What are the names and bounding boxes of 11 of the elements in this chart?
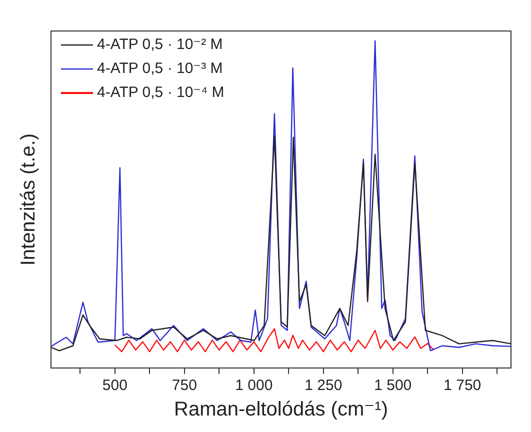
x-tick-label: 1 750: [444, 377, 482, 394]
legend-label: 4-ATP 0,5 · 10⁻² M: [97, 36, 223, 54]
legend-label: 4-ATP 0,5 · 10⁻⁴ M: [97, 84, 224, 102]
x-tick-label: 500: [102, 377, 128, 394]
x-tick-label: 750: [172, 377, 197, 394]
x-tick-label: 1 500: [374, 377, 412, 394]
x-tick-label: 1 250: [304, 377, 342, 394]
legend-label: 4-ATP 0,5 · 10⁻³ M: [97, 60, 223, 78]
y-axis-title: Intenzitás (t.e.): [18, 133, 40, 266]
x-axis-title: Raman-eltolódás (cm⁻¹): [174, 398, 388, 421]
x-tick-label: 1 000: [235, 377, 273, 394]
